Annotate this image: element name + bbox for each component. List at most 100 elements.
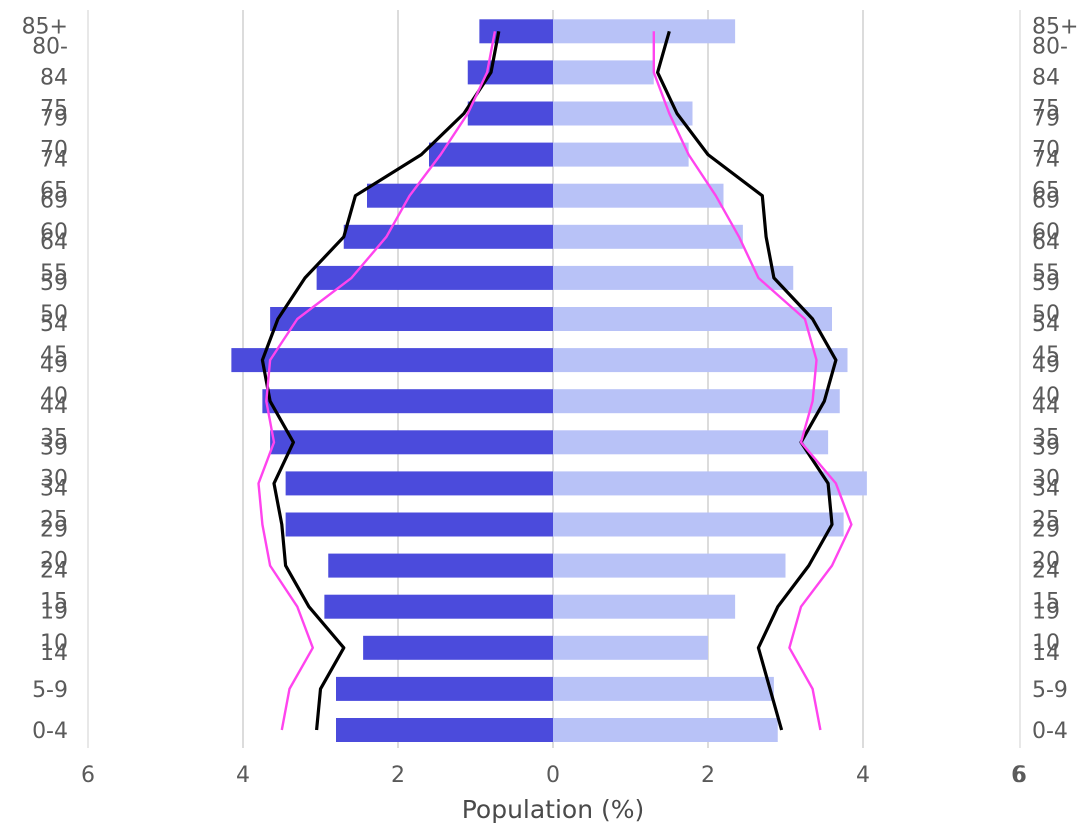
- left-y-tick-label: 65: [40, 179, 68, 204]
- x-tick-label: 6: [81, 763, 95, 788]
- left-y-tick-label: 64: [40, 230, 68, 255]
- left-y-tick-label: 75: [40, 97, 68, 122]
- left-y-tick-label: 69: [40, 189, 68, 214]
- bar-right-25-29: [553, 512, 844, 537]
- bar-left-50-54: [270, 307, 553, 331]
- right-y-tick-label: 39: [1032, 435, 1060, 460]
- right-y-tick-label: 79: [1032, 107, 1060, 132]
- right-panel-x-tick-label: 6: [1013, 763, 1027, 788]
- bar-right-35-39: [553, 430, 829, 455]
- bar-right-85+: [553, 19, 736, 44]
- x-tick-label: 4: [236, 763, 250, 788]
- left-y-tick-label: 74: [40, 148, 68, 173]
- right-y-tick-label: 44: [1032, 394, 1060, 419]
- right-y-tick-label: 15: [1032, 590, 1060, 615]
- right-y-tick-label: 84: [1032, 65, 1060, 90]
- bar-left-45-49: [231, 348, 553, 373]
- right-y-tick-label: 20: [1032, 549, 1060, 574]
- left-y-tick-label: 49: [40, 353, 68, 378]
- bar-right-15-19: [553, 594, 736, 619]
- x-tick-label: 0: [546, 763, 560, 788]
- bar-right-50-54: [553, 307, 832, 331]
- bar-left-30-34: [285, 471, 553, 496]
- right-y-tick-label: 70: [1032, 138, 1060, 163]
- right-y-tick-label: 29: [1032, 518, 1060, 543]
- left-y-tick-label: 60: [40, 220, 68, 245]
- bar-left-0-4: [336, 718, 553, 742]
- right-y-tick-label: 24: [1032, 559, 1060, 584]
- left-y-tick-label: 30: [40, 466, 68, 491]
- tick-labels: 0-45-91410191524202925343039354440494554…: [22, 14, 1079, 788]
- x-tick-label: 2: [701, 763, 715, 788]
- right-y-tick-label: 19: [1032, 600, 1060, 625]
- bar-right-0-4: [553, 718, 778, 742]
- bar-right-65-69: [553, 183, 724, 208]
- reference-lines: [257, 30, 853, 731]
- left-y-tick-label: 39: [40, 435, 68, 460]
- left-y-tick-label: 20: [40, 549, 68, 574]
- grid-lines: [87, 10, 1021, 748]
- left-y-tick-label: 19: [40, 600, 68, 625]
- right-y-tick-label: 14: [1032, 641, 1060, 666]
- right-y-tick-label: 60: [1032, 220, 1060, 245]
- bar-left-5-9: [336, 676, 553, 701]
- bar-left-65-69: [367, 183, 553, 208]
- right-y-tick-label: 75: [1032, 97, 1060, 122]
- bar-left-20-24: [328, 553, 553, 578]
- x-tick-label: 2: [391, 763, 405, 788]
- left-y-tick-label: 59: [40, 271, 68, 296]
- left-y-tick-label: 14: [40, 641, 68, 666]
- bar-right-45-49: [553, 348, 848, 373]
- bar-right-5-9: [553, 676, 774, 701]
- right-y-tick-label: 80-: [1032, 34, 1068, 59]
- left-y-tick-label: 50: [40, 302, 68, 327]
- bar-left-25-29: [285, 512, 553, 537]
- bar-left-85+: [479, 19, 553, 44]
- bar-left-55-59: [316, 265, 553, 290]
- left-y-tick-label: 10: [40, 631, 68, 656]
- left-y-tick-label: 25: [40, 508, 68, 533]
- bar-left-10-14: [363, 635, 553, 660]
- bars: [231, 19, 867, 742]
- right-y-tick-label: 34: [1032, 476, 1060, 501]
- left-y-tick-label: 5-9: [32, 678, 68, 703]
- left-y-tick-label: 34: [40, 476, 68, 501]
- bar-right-40-44: [553, 389, 840, 414]
- bar-right-30-34: [553, 471, 867, 496]
- right-y-tick-label: 40: [1032, 384, 1060, 409]
- left-y-tick-label: 24: [40, 559, 68, 584]
- bar-left-15-19: [324, 594, 553, 619]
- left-y-tick-label: 44: [40, 394, 68, 419]
- right-y-tick-label: 30: [1032, 466, 1060, 491]
- right-y-tick-label: 55: [1032, 261, 1060, 286]
- left-y-tick-label: 15: [40, 590, 68, 615]
- right-y-tick-label: 69: [1032, 189, 1060, 214]
- reference-line-1-left: [260, 31, 501, 731]
- bar-left-75-79: [467, 101, 553, 126]
- right-y-tick-label: 59: [1032, 271, 1060, 296]
- left-y-tick-label: 29: [40, 518, 68, 543]
- left-y-tick-label: 85+: [22, 14, 68, 39]
- right-y-tick-label: 74: [1032, 148, 1060, 173]
- left-y-tick-label: 80-: [32, 34, 68, 59]
- reference-line-2-right: [652, 31, 853, 731]
- left-y-tick-label: 54: [40, 312, 68, 337]
- right-y-tick-label: 64: [1032, 230, 1060, 255]
- reference-line-2-left: [257, 31, 497, 731]
- right-y-tick-label: 54: [1032, 312, 1060, 337]
- x-axis-title: Population (%): [462, 795, 645, 824]
- left-y-tick-label: 70: [40, 138, 68, 163]
- right-y-tick-label: 85+: [1032, 14, 1078, 39]
- right-y-tick-label: 65: [1032, 179, 1060, 204]
- bar-right-55-59: [553, 265, 794, 290]
- right-y-tick-label: 5-9: [1032, 678, 1068, 703]
- bar-right-70-74: [553, 142, 689, 167]
- bar-left-80-84: [467, 60, 553, 85]
- right-y-tick-label: 25: [1032, 508, 1060, 533]
- left-y-tick-label: 40: [40, 384, 68, 409]
- bar-right-60-64: [553, 224, 743, 249]
- bar-left-40-44: [262, 389, 553, 414]
- left-y-tick-label: 55: [40, 261, 68, 286]
- left-y-tick-label: 79: [40, 107, 68, 132]
